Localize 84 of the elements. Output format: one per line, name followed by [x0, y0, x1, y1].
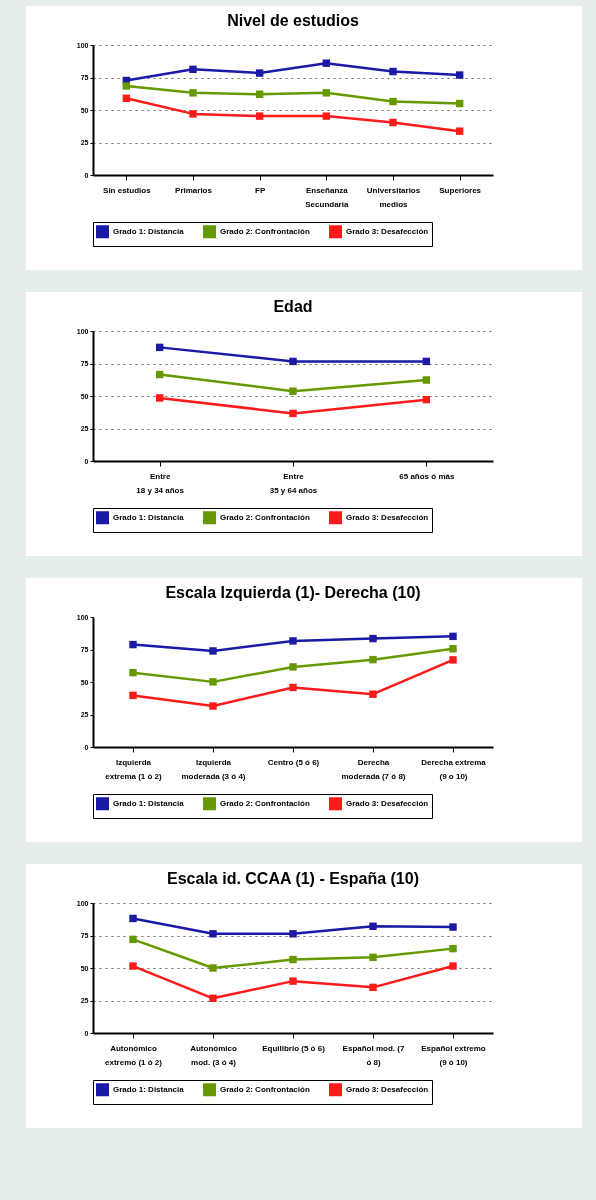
point: [209, 702, 217, 710]
x-tick-label: Derecha moderada (7 ó 8): [341, 757, 406, 781]
point: [389, 118, 397, 127]
point: [289, 955, 297, 964]
point: [422, 376, 431, 384]
chart-title: Nivel de estudios: [227, 12, 359, 29]
point: [455, 127, 464, 135]
point: [255, 112, 264, 120]
point: [209, 678, 217, 686]
x-tick-label: Izquierda moderada (3 ó 4): [181, 757, 246, 781]
x-tick-label: Enseñanza Secundaria: [305, 185, 349, 209]
x-tick-label: Sin estudios: [103, 185, 152, 195]
point: [322, 59, 331, 67]
legend-label: Grado 1: Distancia: [113, 226, 185, 236]
legend-label: Grado 3: Desafección: [346, 512, 429, 522]
chart-title: Escala id. CCAA (1) - España (10): [167, 870, 419, 887]
legend-label: Grado 1: Distancia: [113, 512, 185, 522]
x-tick-label: Primarios: [175, 185, 213, 195]
point: [369, 922, 377, 930]
point: [369, 634, 377, 643]
legend-label: Grado 2: Confrontación: [220, 1084, 310, 1094]
point: [449, 645, 457, 653]
x-tick-label: FP: [255, 185, 266, 195]
legend-label: Grado 1: Distancia: [113, 1084, 185, 1094]
legend-label: Grado 1: Distancia: [113, 798, 185, 808]
point: [289, 357, 297, 366]
point: [129, 668, 137, 677]
point: [289, 683, 297, 692]
legend-label: Grado 3: Desafección: [346, 226, 429, 236]
point: [129, 914, 137, 923]
legend-label: Grado 2: Confrontación: [220, 798, 310, 808]
point: [129, 962, 137, 970]
point: [209, 930, 217, 938]
legend-label: Grado 3: Desafección: [346, 798, 429, 808]
x-tick-label: Autonómico extremo (1 ó 2): [105, 1043, 163, 1067]
point: [209, 964, 217, 972]
x-tick-label: Entre 18 y 34 años: [136, 471, 185, 495]
point: [322, 89, 331, 97]
legend-label: Grado 3: Desafección: [346, 1084, 429, 1094]
x-tick-label: Centro (5 ó 6): [267, 757, 320, 767]
point: [189, 65, 197, 74]
legend-label: Grado 2: Confrontación: [220, 512, 310, 522]
point: [289, 637, 297, 645]
point: [209, 647, 217, 655]
point: [129, 935, 137, 944]
point: [289, 930, 297, 938]
x-tick-label: Izquierda extrema (1 ó 2): [105, 757, 163, 781]
point: [455, 71, 464, 79]
point: [449, 962, 457, 970]
x-tick-label: Entre 35 y 64 años: [269, 471, 318, 495]
point: [189, 110, 197, 118]
point: [369, 983, 377, 992]
point: [369, 655, 377, 664]
x-tick-label: Derecha extrema (9 o 10): [421, 757, 487, 781]
point: [289, 663, 297, 671]
point: [389, 97, 397, 106]
x-tick-label: Español extremo (9 ó 10): [421, 1043, 486, 1067]
x-tick-label: Autonómico mod. (3 ó 4): [190, 1043, 237, 1067]
point: [369, 690, 377, 698]
point: [369, 953, 377, 962]
legend-label: Grado 2: Confrontación: [220, 226, 310, 236]
point: [389, 67, 397, 76]
x-tick-label: Universitarios medios: [366, 185, 421, 209]
point: [289, 409, 297, 418]
x-tick-label: Español mod. (7 ó 8): [342, 1043, 405, 1067]
point: [129, 640, 137, 649]
point: [122, 82, 131, 90]
point: [209, 994, 217, 1002]
point: [449, 944, 457, 953]
x-tick-label: Superiores: [439, 185, 482, 195]
chart-title: Edad: [273, 298, 313, 315]
point: [255, 69, 264, 77]
x-tick-label: 65 años ó más: [399, 471, 455, 481]
point: [322, 112, 331, 120]
chart-title: Escala Izquierda (1)- Derecha (10): [165, 584, 421, 601]
point: [289, 977, 297, 985]
point: [449, 632, 457, 641]
x-tick-label: Equilibrio (5 ó 6): [262, 1043, 326, 1053]
point: [449, 923, 457, 931]
point: [129, 691, 137, 700]
point: [189, 89, 197, 97]
point: [155, 394, 164, 402]
point: [449, 656, 457, 664]
point: [289, 387, 297, 395]
